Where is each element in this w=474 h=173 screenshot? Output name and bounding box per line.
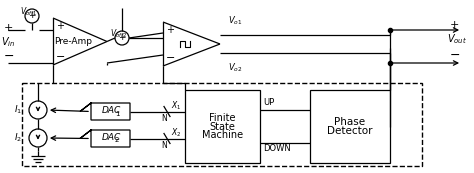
- Text: +: +: [28, 11, 36, 20]
- Text: Detector: Detector: [327, 126, 373, 136]
- Text: State: State: [210, 121, 236, 131]
- Text: Finite: Finite: [209, 113, 236, 123]
- Text: Pre-Amp: Pre-Amp: [54, 38, 92, 47]
- Text: N: N: [161, 114, 167, 123]
- Text: $X_2$: $X_2$: [171, 126, 182, 139]
- Text: $V_{out}$: $V_{out}$: [447, 32, 467, 46]
- Text: Phase: Phase: [335, 117, 365, 127]
- Text: DAC: DAC: [101, 133, 120, 142]
- Text: +: +: [166, 25, 174, 35]
- Text: N: N: [161, 141, 167, 150]
- Text: −: −: [450, 48, 461, 61]
- Bar: [310, 90, 390, 163]
- Text: −: −: [166, 53, 175, 63]
- Text: $I_2$: $I_2$: [14, 132, 22, 144]
- Text: $V_{o1}$: $V_{o1}$: [228, 15, 242, 27]
- Bar: [22, 83, 422, 166]
- Text: $V_{in}$: $V_{in}$: [1, 35, 15, 49]
- Text: +: +: [4, 23, 13, 33]
- Text: +: +: [450, 20, 459, 30]
- Text: $X_1$: $X_1$: [171, 99, 182, 112]
- Text: $V_{off2}$: $V_{off2}$: [110, 27, 127, 39]
- Text: 1: 1: [115, 111, 119, 116]
- Text: DAC: DAC: [101, 106, 120, 115]
- Text: $V_{o2}$: $V_{o2}$: [228, 62, 243, 75]
- Text: +: +: [56, 21, 64, 31]
- Text: $I_1$: $I_1$: [14, 104, 22, 116]
- Text: $V_{off1}$: $V_{off1}$: [20, 5, 37, 17]
- Text: UP: UP: [263, 98, 274, 107]
- Text: DOWN: DOWN: [263, 144, 291, 153]
- Text: −: −: [56, 52, 65, 62]
- Text: Machine: Machine: [202, 130, 243, 140]
- Text: 2: 2: [115, 138, 119, 143]
- Text: −: −: [4, 49, 15, 62]
- Text: +: +: [118, 34, 126, 43]
- Bar: [185, 90, 260, 163]
